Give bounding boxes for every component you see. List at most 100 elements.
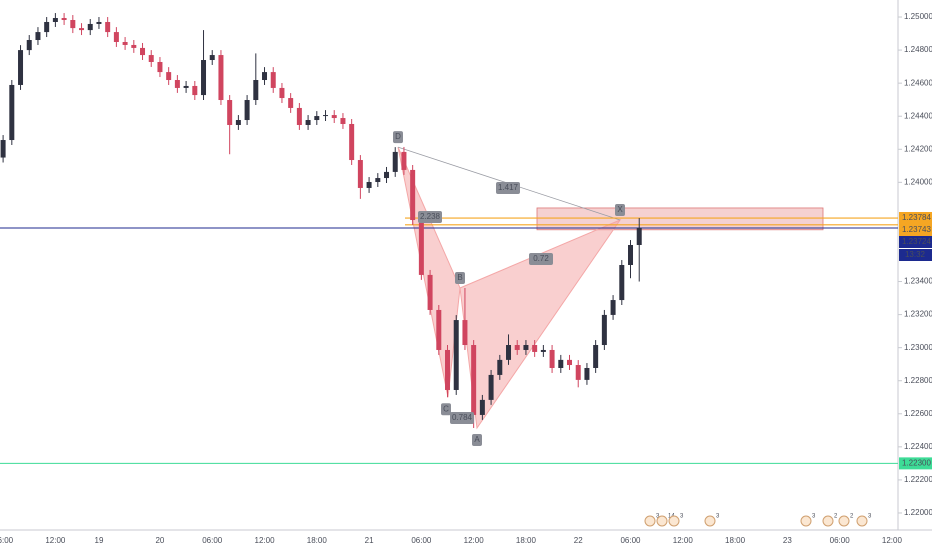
candle-body — [636, 227, 642, 245]
candle-body — [70, 20, 76, 29]
ratio-box — [529, 253, 553, 265]
event-icon[interactable] — [856, 515, 868, 527]
pattern-point-box — [455, 271, 465, 284]
candle-body — [384, 171, 390, 179]
candle-body — [357, 160, 363, 188]
candle-body — [122, 41, 128, 45]
y-tick-label: 1.23200 — [904, 310, 932, 319]
pattern-point-label: D — [395, 132, 401, 141]
event-icon[interactable] — [838, 515, 850, 527]
candle-body — [235, 120, 241, 125]
x-tick-label: 06:00 — [620, 536, 641, 545]
x-tick-label: 06:00 — [202, 536, 223, 545]
candle-body — [619, 265, 625, 301]
candle-body — [253, 80, 259, 101]
candle-body — [453, 320, 459, 390]
pattern-point-box — [615, 204, 625, 217]
ratio-box — [450, 412, 474, 424]
candle-body — [18, 50, 24, 85]
candle-body — [610, 300, 616, 315]
event-count: 3 — [868, 514, 872, 520]
candle-body — [26, 40, 32, 51]
price-label: 1.23743 — [902, 225, 931, 234]
candle-body — [79, 28, 85, 31]
candle-body — [296, 107, 302, 125]
price-label-box — [899, 457, 932, 470]
ratio-label: 2.238 — [420, 212, 441, 221]
event-icon[interactable] — [668, 515, 680, 527]
candle-body — [244, 100, 250, 121]
candle-body — [540, 349, 546, 352]
candle-body — [558, 359, 564, 368]
candle-body — [227, 100, 233, 125]
y-tick-label: 1.23400 — [904, 277, 932, 286]
candle-body — [392, 151, 398, 172]
candle-body — [628, 244, 634, 265]
price-label-box — [899, 212, 932, 224]
pattern-point-label: X — [617, 205, 623, 214]
candle-body — [445, 349, 451, 390]
candle-body — [270, 72, 276, 88]
candle-body — [479, 399, 485, 415]
ratio-box — [418, 211, 442, 223]
y-tick-label: 1.22600 — [904, 409, 932, 418]
candle-body — [201, 60, 207, 96]
y-tick-label: 1.24600 — [904, 78, 932, 87]
candle-body — [96, 21, 102, 24]
y-tick-label: 1.22200 — [904, 475, 932, 484]
event-icon[interactable] — [656, 515, 668, 527]
candle-body — [314, 116, 320, 121]
y-tick-label: 1.24800 — [904, 45, 932, 54]
y-tick-label: 1.23000 — [904, 343, 932, 352]
candle-body — [436, 309, 442, 350]
x-tick-label: 06:00 — [0, 536, 14, 545]
candle-body — [105, 21, 111, 33]
y-tick-label: 1.24200 — [904, 144, 932, 153]
candle-body — [192, 85, 198, 96]
candle-body — [375, 178, 381, 183]
candle-body — [148, 55, 154, 62]
pattern-point-label: C — [443, 404, 449, 413]
candle-body — [87, 23, 93, 31]
candle-body — [601, 314, 607, 346]
candle-body — [401, 151, 407, 170]
candle-body — [52, 18, 58, 22]
candle-body — [323, 115, 329, 117]
candle-body — [497, 359, 503, 375]
candle-body — [174, 80, 180, 88]
event-count: 3 — [716, 514, 720, 520]
candle-body — [262, 72, 268, 81]
event-count: 3 — [812, 514, 816, 520]
zone — [536, 207, 824, 231]
event-icon[interactable] — [822, 515, 834, 527]
event-count: 2 — [834, 514, 838, 520]
candle-body — [166, 72, 172, 81]
event-icon[interactable] — [644, 515, 656, 527]
price-label: 1.23784 — [902, 213, 931, 222]
x-tick-label: 20 — [155, 536, 164, 545]
pattern-point-label: A — [474, 435, 480, 444]
event-count: 3 — [680, 514, 684, 520]
x-tick-label: 23 — [783, 536, 792, 545]
candle-body — [131, 44, 137, 48]
candle-body — [288, 98, 294, 108]
candle-body — [9, 84, 15, 141]
x-tick-label: 12:00 — [255, 536, 276, 545]
x-tick-label: 06:00 — [830, 536, 851, 545]
candle-body — [0, 140, 6, 158]
pattern-point-box — [393, 131, 403, 144]
y-tick-label: 1.24000 — [904, 177, 932, 186]
candle-body — [183, 85, 189, 88]
candle-body — [410, 169, 416, 221]
event-icon[interactable] — [800, 515, 812, 527]
candle-body — [506, 345, 512, 360]
candle-body — [514, 345, 520, 350]
event-icon[interactable] — [704, 515, 716, 527]
candle-body — [305, 120, 311, 125]
candle-body — [44, 21, 50, 33]
x-tick-label: 19 — [95, 536, 104, 545]
countdown-label: 13:32 — [905, 250, 926, 259]
candle-body — [218, 55, 224, 101]
